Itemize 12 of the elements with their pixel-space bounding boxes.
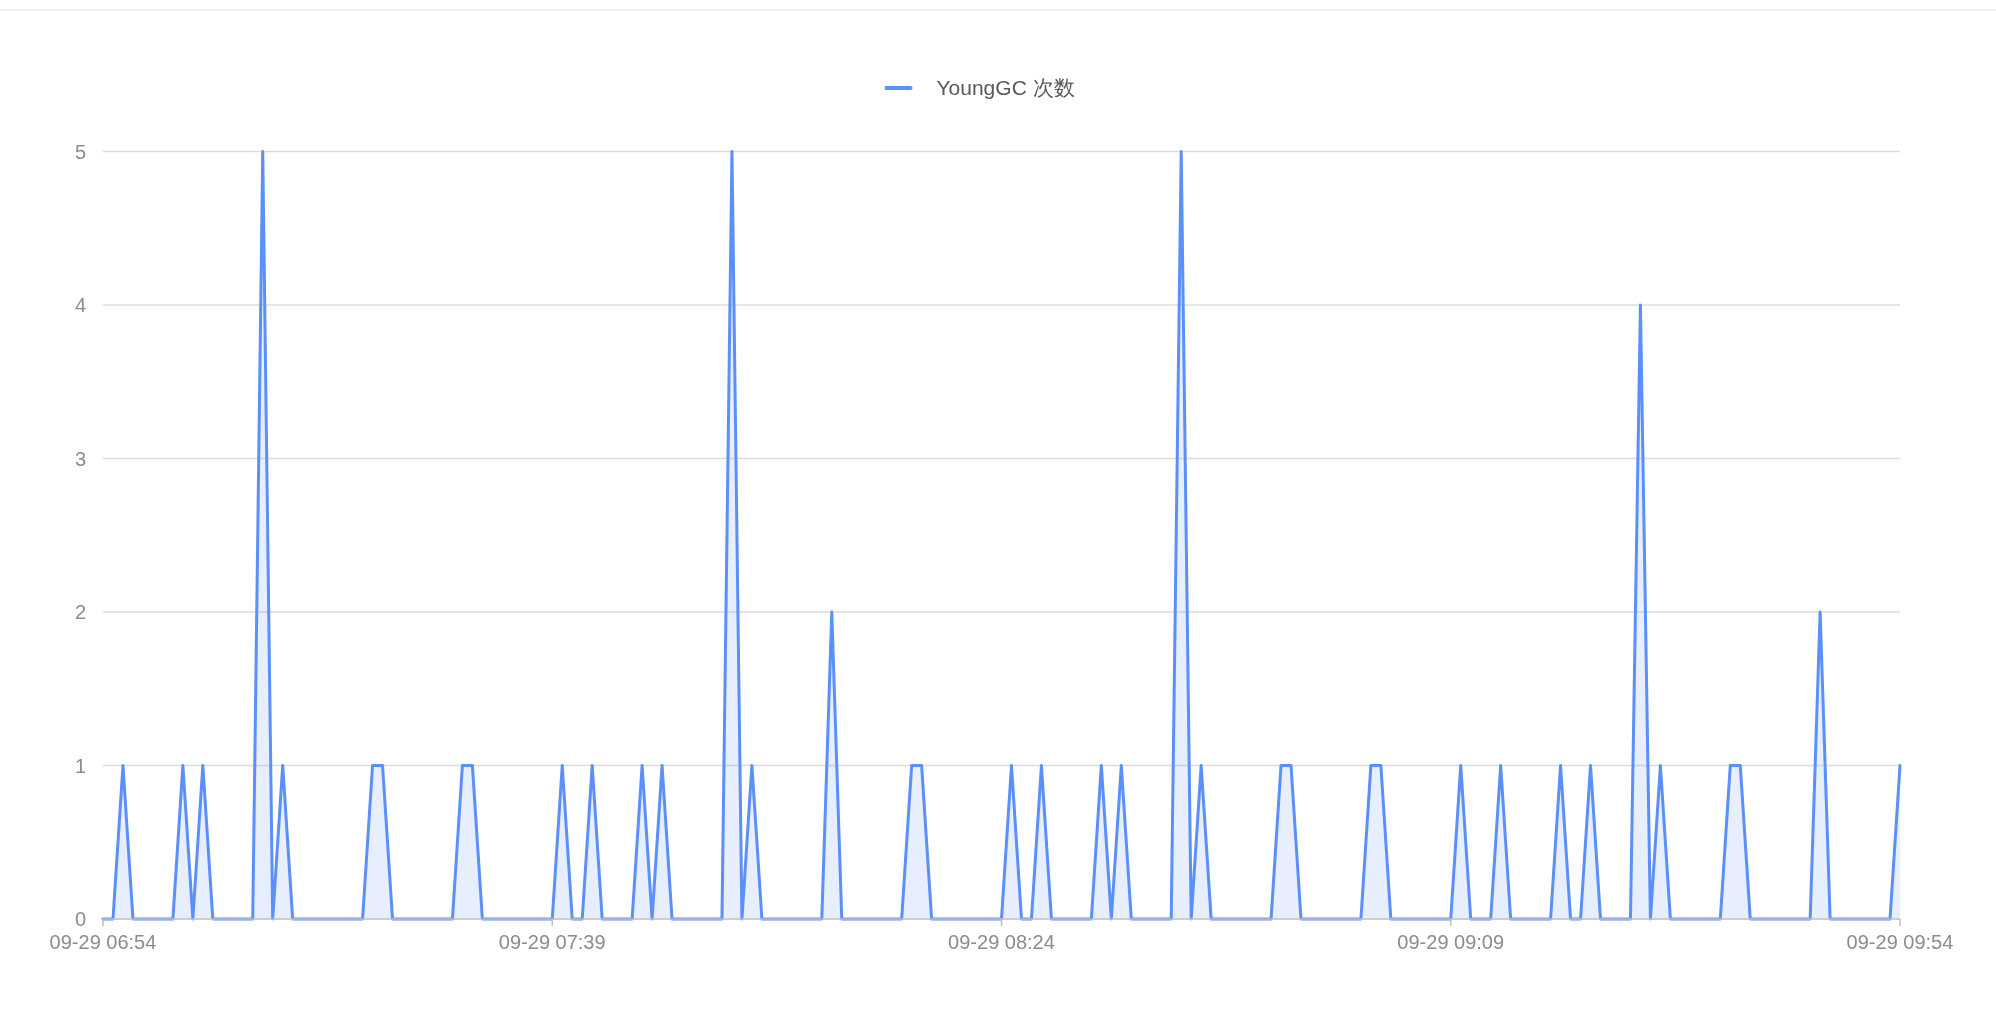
x-tick-label: 09-29 09:54 xyxy=(1846,931,1954,953)
y-tick-label: 3 xyxy=(74,447,86,470)
y-tick-label: 2 xyxy=(74,601,86,623)
y-tick-label: 4 xyxy=(74,294,86,316)
y-tick-label: 1 xyxy=(74,754,86,777)
y-tick-label: 5 xyxy=(74,140,86,163)
legend-label: YoungGC 次数 xyxy=(936,76,1075,100)
x-tick-label: 09-29 06:54 xyxy=(49,931,157,953)
x-tick-label: 09-29 08:24 xyxy=(948,931,1055,953)
x-tick-label: 09-29 07:39 xyxy=(498,931,606,953)
x-tick-label: 09-29 09:09 xyxy=(1397,931,1505,953)
y-tick-label: 0 xyxy=(74,908,86,930)
